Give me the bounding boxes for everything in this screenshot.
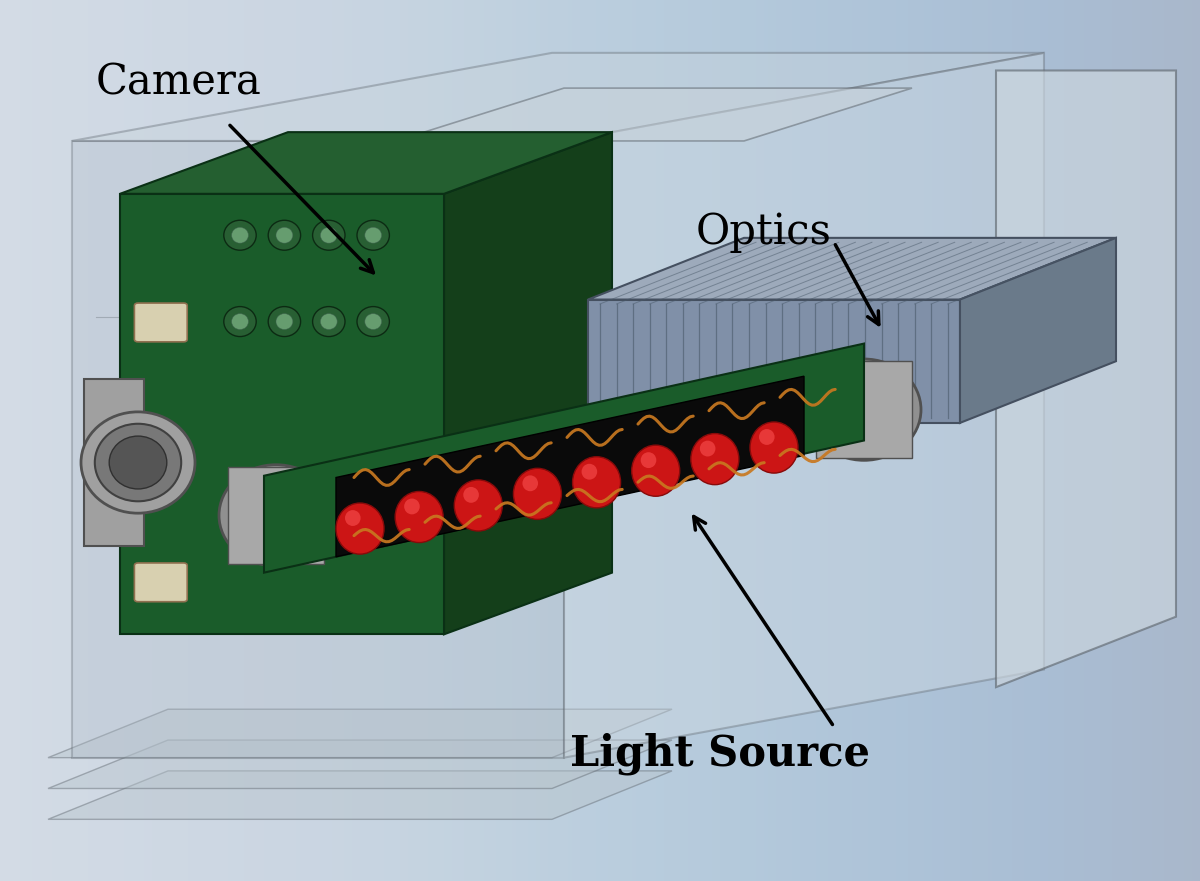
- Ellipse shape: [242, 486, 310, 544]
- Ellipse shape: [631, 445, 679, 496]
- Ellipse shape: [463, 487, 479, 503]
- Polygon shape: [444, 132, 612, 634]
- Ellipse shape: [336, 503, 384, 554]
- Polygon shape: [48, 740, 672, 788]
- Polygon shape: [588, 300, 960, 423]
- Polygon shape: [960, 238, 1116, 423]
- Ellipse shape: [312, 496, 346, 526]
- Polygon shape: [396, 88, 912, 141]
- Polygon shape: [72, 53, 1044, 141]
- Polygon shape: [228, 467, 324, 564]
- Ellipse shape: [455, 480, 503, 531]
- Ellipse shape: [232, 227, 248, 243]
- Ellipse shape: [232, 314, 248, 329]
- Ellipse shape: [395, 492, 443, 543]
- Ellipse shape: [514, 469, 562, 520]
- Ellipse shape: [582, 463, 598, 479]
- Ellipse shape: [320, 227, 337, 243]
- Ellipse shape: [691, 433, 739, 485]
- Polygon shape: [48, 709, 672, 758]
- Polygon shape: [48, 771, 672, 819]
- Ellipse shape: [220, 465, 334, 566]
- Ellipse shape: [224, 307, 257, 337]
- Polygon shape: [84, 379, 144, 546]
- FancyBboxPatch shape: [134, 563, 187, 602]
- Ellipse shape: [572, 456, 620, 507]
- Ellipse shape: [365, 227, 382, 243]
- Ellipse shape: [830, 381, 898, 439]
- FancyBboxPatch shape: [134, 303, 187, 342]
- Polygon shape: [120, 194, 444, 634]
- Ellipse shape: [269, 496, 301, 526]
- Ellipse shape: [404, 499, 420, 515]
- Ellipse shape: [358, 307, 389, 337]
- Ellipse shape: [224, 220, 257, 250]
- Ellipse shape: [760, 429, 775, 445]
- Ellipse shape: [276, 314, 293, 329]
- Ellipse shape: [365, 314, 382, 329]
- Ellipse shape: [320, 314, 337, 329]
- Ellipse shape: [269, 220, 301, 250]
- Ellipse shape: [358, 220, 389, 250]
- Ellipse shape: [346, 510, 360, 526]
- Ellipse shape: [109, 436, 167, 489]
- Text: Camera: Camera: [96, 62, 262, 104]
- Ellipse shape: [312, 307, 346, 337]
- Polygon shape: [816, 361, 912, 458]
- Ellipse shape: [522, 476, 538, 492]
- Polygon shape: [564, 53, 1044, 758]
- Ellipse shape: [641, 452, 656, 468]
- Text: Optics: Optics: [696, 211, 832, 254]
- Polygon shape: [264, 344, 864, 573]
- Ellipse shape: [808, 359, 922, 460]
- Ellipse shape: [269, 307, 301, 337]
- Ellipse shape: [82, 412, 194, 513]
- Polygon shape: [120, 132, 612, 194]
- Ellipse shape: [95, 424, 181, 501]
- Ellipse shape: [312, 220, 346, 250]
- Ellipse shape: [276, 227, 293, 243]
- Polygon shape: [588, 238, 1116, 300]
- Ellipse shape: [224, 496, 257, 526]
- Text: Light Source: Light Source: [570, 733, 870, 775]
- Polygon shape: [72, 141, 564, 758]
- Ellipse shape: [700, 440, 715, 456]
- Polygon shape: [336, 376, 804, 557]
- Ellipse shape: [358, 496, 389, 526]
- Polygon shape: [996, 70, 1176, 687]
- Ellipse shape: [750, 422, 798, 473]
